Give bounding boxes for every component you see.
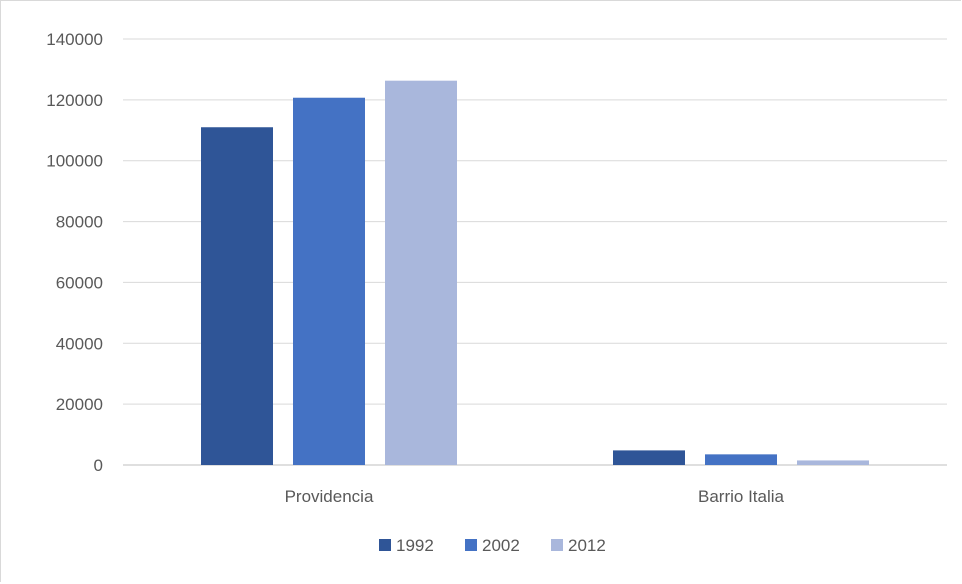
y-tick-label: 100000 [46,152,103,171]
legend-swatch [465,539,477,551]
y-axis-ticks: 0 20000 40000 60000 80000 100000 120000 140000 [46,30,103,475]
y-tick-label: 140000 [46,30,103,49]
legend-swatch [551,539,563,551]
bar-2012-barrio-italia [797,460,869,465]
legend-swatch [379,539,391,551]
x-category-label: Providencia [285,487,374,506]
x-axis-categories: Providencia Barrio Italia [285,487,785,506]
bar-2002-providencia [293,98,365,465]
x-category-label: Barrio Italia [698,487,785,506]
bar-2012-providencia [385,81,457,465]
y-tick-label: 20000 [56,395,103,414]
bars [201,81,869,465]
bar-2002-barrio-italia [705,454,777,465]
legend-label: 1992 [396,536,434,555]
y-tick-label: 80000 [56,213,103,232]
legend-label: 2002 [482,536,520,555]
legend-label: 2012 [568,536,606,555]
y-tick-label: 60000 [56,273,103,292]
bar-1992-providencia [201,127,273,465]
y-tick-label: 40000 [56,334,103,353]
legend: 1992 2002 2012 [379,536,606,555]
y-tick-label: 120000 [46,91,103,110]
bar-1992-barrio-italia [613,450,685,465]
y-tick-label: 0 [94,456,103,475]
